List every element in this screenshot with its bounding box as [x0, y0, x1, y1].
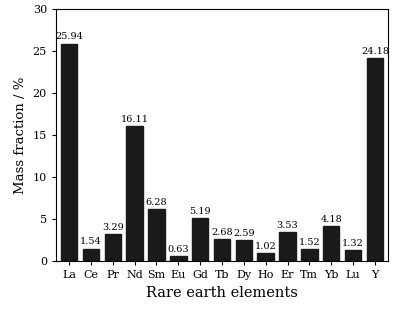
Bar [148, 209, 165, 261]
Bar [367, 58, 383, 261]
Text: 0.63: 0.63 [168, 245, 189, 254]
Text: 1.52: 1.52 [298, 238, 320, 247]
Bar [104, 234, 121, 261]
Bar [279, 232, 296, 261]
Bar [126, 126, 143, 261]
Bar [214, 239, 230, 261]
Text: 1.32: 1.32 [342, 239, 364, 248]
Bar [301, 249, 318, 261]
Text: 1.02: 1.02 [255, 242, 276, 251]
Text: 3.53: 3.53 [277, 221, 298, 230]
Bar [323, 226, 340, 261]
X-axis label: Rare earth elements: Rare earth elements [146, 286, 298, 300]
Text: 6.28: 6.28 [146, 198, 167, 207]
Text: 4.18: 4.18 [320, 215, 342, 224]
Bar [192, 218, 208, 261]
Text: 25.94: 25.94 [55, 32, 83, 42]
Bar [61, 43, 77, 261]
Text: 5.19: 5.19 [189, 207, 211, 216]
Bar [258, 253, 274, 261]
Y-axis label: Mass fraction / %: Mass fraction / % [14, 77, 27, 194]
Text: 2.59: 2.59 [233, 229, 255, 238]
Text: 2.68: 2.68 [211, 228, 233, 237]
Text: 24.18: 24.18 [361, 47, 389, 56]
Text: 16.11: 16.11 [121, 115, 149, 124]
Text: 1.54: 1.54 [80, 238, 102, 246]
Text: 3.29: 3.29 [102, 223, 124, 232]
Bar [345, 250, 361, 261]
Bar [83, 249, 99, 261]
Bar [236, 240, 252, 261]
Bar [170, 256, 186, 261]
